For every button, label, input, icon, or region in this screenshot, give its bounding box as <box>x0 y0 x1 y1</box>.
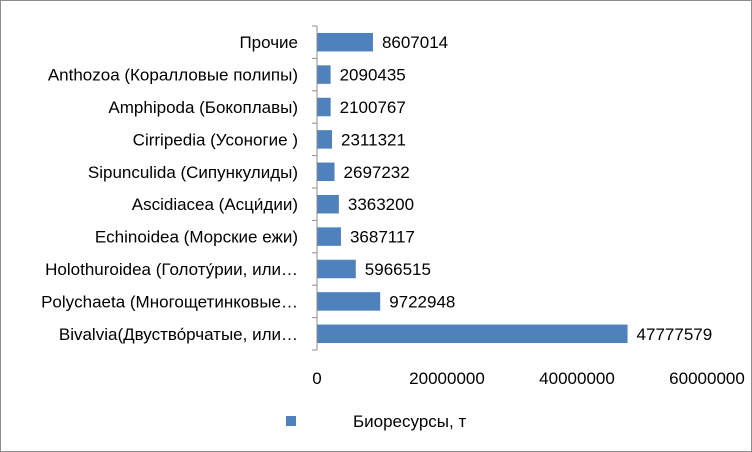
bar <box>317 227 341 246</box>
data-label: 2311321 <box>341 130 406 149</box>
data-label: 47777579 <box>637 325 713 344</box>
bar <box>317 194 339 214</box>
category-label: Amphipoda (Бокоплавы) <box>108 98 298 117</box>
category-label: Cirripedia (Усоногие ) <box>133 130 298 149</box>
x-tick-label: 40000000 <box>539 369 615 388</box>
category-label: Прочие <box>239 33 298 52</box>
data-label: 3687117 <box>350 228 415 247</box>
data-label: 8607014 <box>382 33 448 52</box>
legend-marker <box>286 416 296 426</box>
category-label: Polychaeta (Многощетинковые… <box>41 292 298 311</box>
category-label: Holothuroidea (Голоту́рии, или… <box>45 260 298 279</box>
data-label: 9722948 <box>389 292 455 311</box>
bar <box>317 324 628 344</box>
bar <box>317 259 356 279</box>
legend-label: Биоресурсы, т <box>353 412 466 431</box>
category-label: Ascidiacea (Асци́дии) <box>132 195 298 214</box>
category-label: Anthozoa (Коралловые полипы) <box>48 66 298 85</box>
data-label: 2090435 <box>340 66 406 85</box>
bar <box>317 97 331 117</box>
legend: Биоресурсы, т <box>286 412 466 431</box>
bar <box>317 32 373 52</box>
bar <box>317 292 381 311</box>
x-tick-label: 60000000 <box>669 369 745 388</box>
bar <box>317 130 333 149</box>
category-label: Echinoidea (Морские ежи) <box>95 228 298 247</box>
data-label: 2100767 <box>340 98 406 117</box>
category-label: Bivalvia(Двуство́рчатые, или… <box>59 325 298 344</box>
bar <box>317 162 335 182</box>
x-tick-label: 0 <box>312 369 321 388</box>
category-label: Sipunculida (Сипункулиды) <box>88 163 298 182</box>
x-tick-label: 20000000 <box>409 369 485 388</box>
bar <box>317 65 331 84</box>
data-label: 2697232 <box>344 163 410 182</box>
data-label: 3363200 <box>348 195 414 214</box>
data-label: 5966515 <box>365 260 431 279</box>
